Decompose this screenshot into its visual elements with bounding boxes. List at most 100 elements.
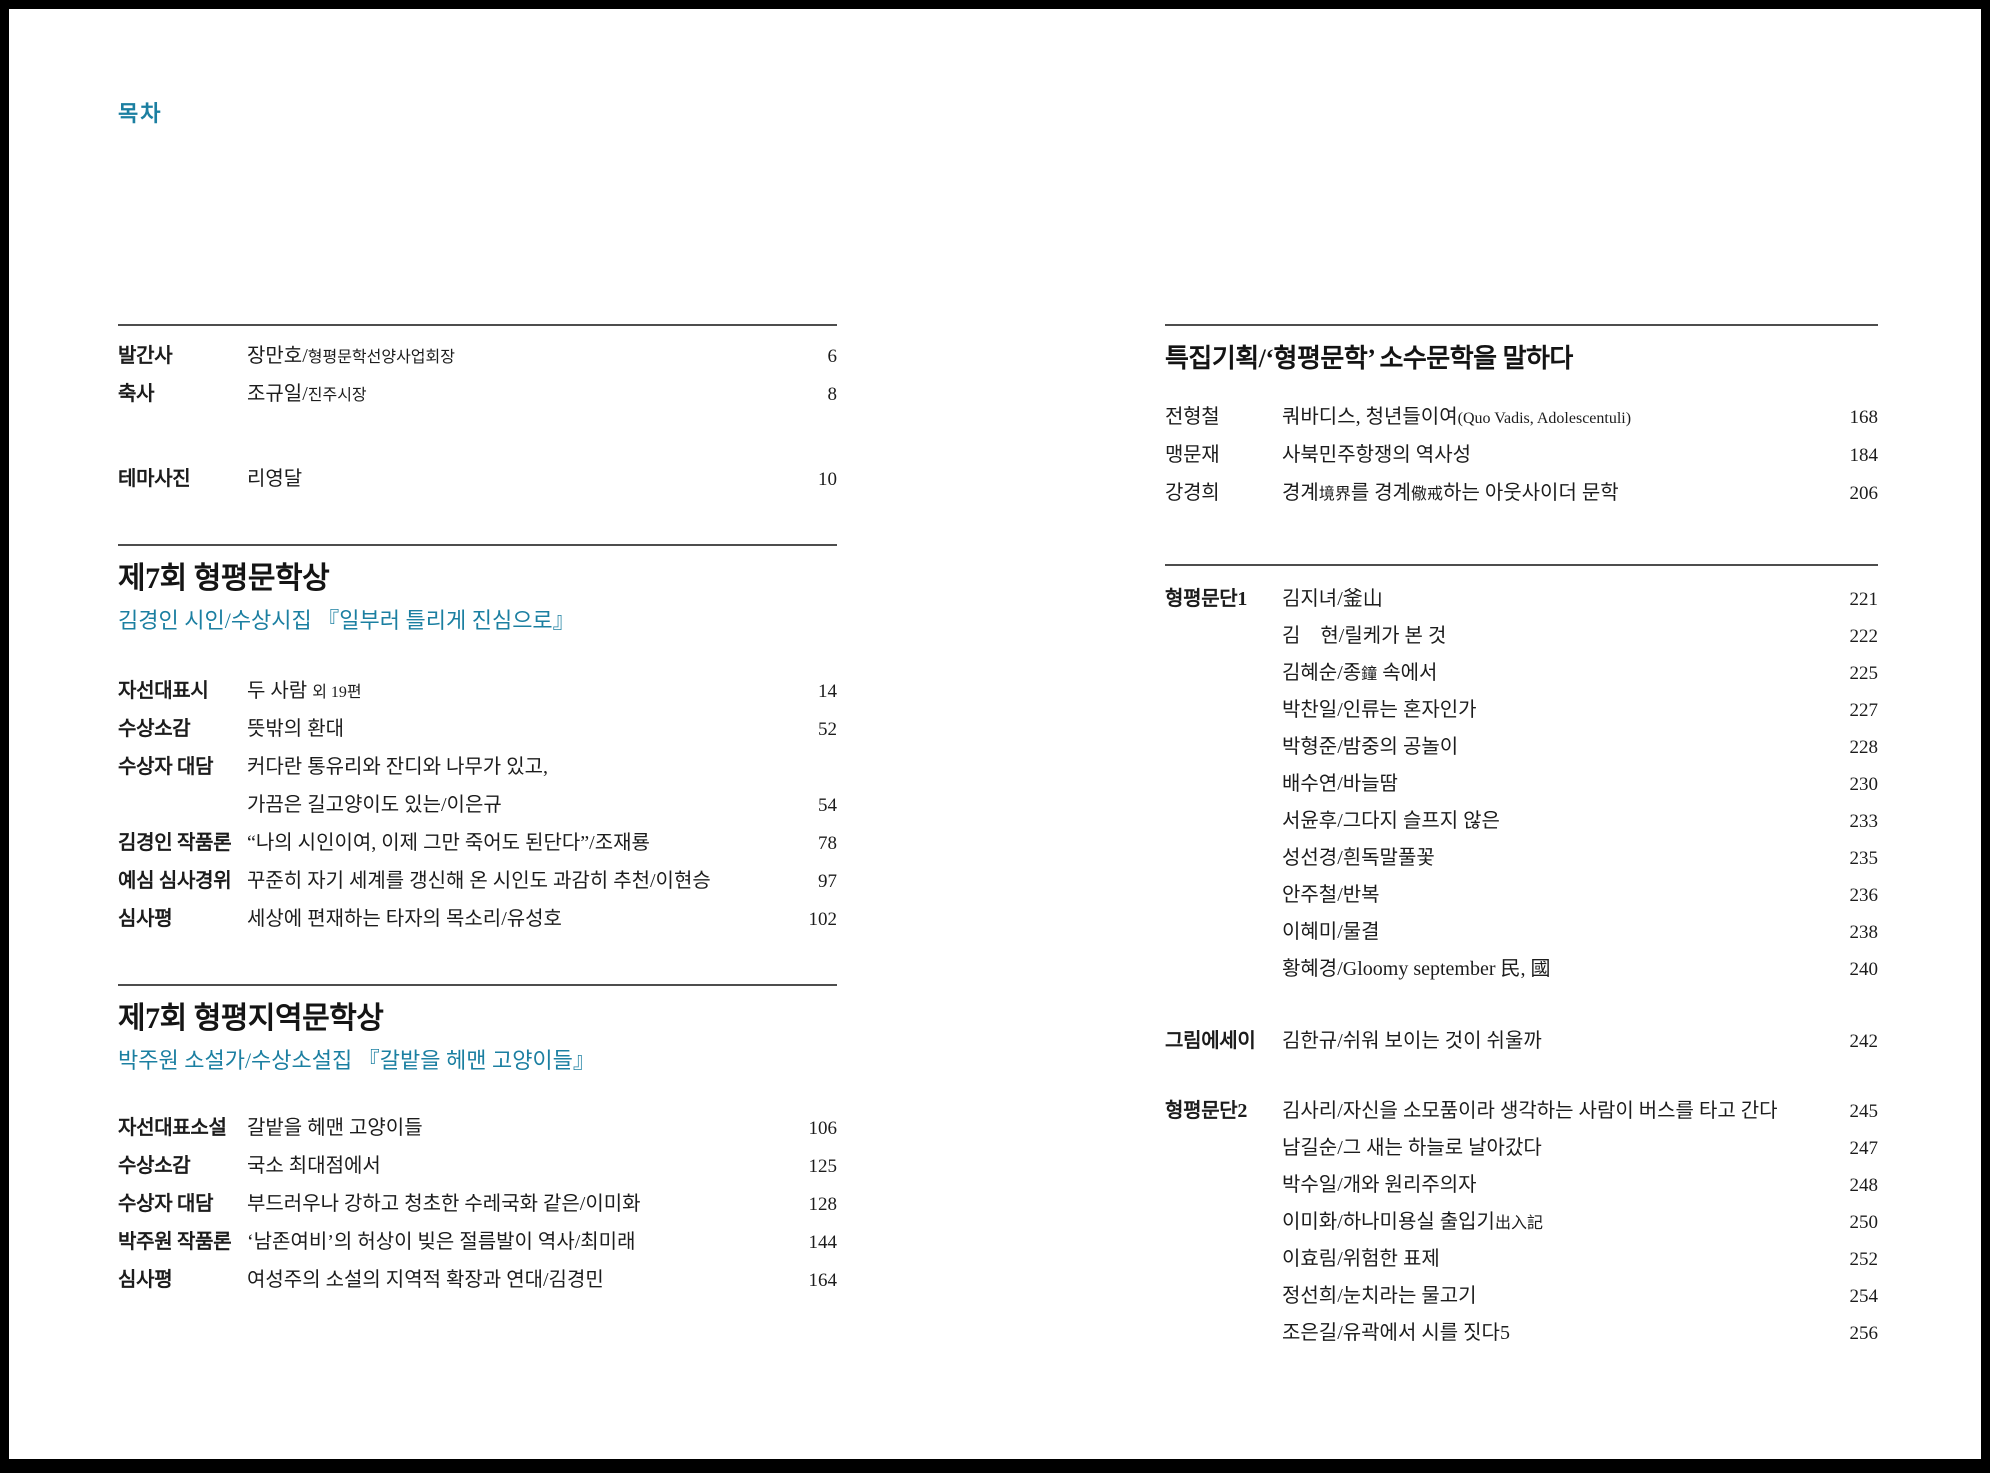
title-segment: 이미화/하나미용실 출입기 [1282, 1211, 1495, 1233]
toc-row: 자선대표소설 갈밭을 헤맨 고양이들 106 [118, 1109, 837, 1147]
toc-entry-title: 박찬일/인류는 혼자인가 [1282, 692, 1477, 729]
title-segment: 부드러우나 강하고 청초한 수레국화 같은/이미화 [247, 1193, 641, 1215]
toc-section: 그림에세이 김한규/쉬워 보이는 것이 쉬울까 242 [1165, 1022, 1878, 1060]
toc-row-label: 형평문단2 [1165, 1100, 1248, 1122]
title-segment: 김 현/릴케가 본 것 [1282, 625, 1447, 647]
toc-row-label: 심사평 [118, 1269, 173, 1291]
section-subheading: 박주원 소설가/수상소설집 『갈밭을 헤맨 고양이들』 [118, 1048, 595, 1073]
section-divider [118, 544, 837, 546]
toc-page-number: 256 [1849, 1323, 1879, 1344]
toc-page-number: 221 [1849, 589, 1879, 610]
title-segment: 儆戒 [1411, 486, 1444, 503]
toc-row-label: 수상자 대담 [118, 1193, 214, 1215]
section-rows: 자선대표시 두 사람 외 19편 14 수상소감 뜻밖의 환대 52 수상자 대담 커다란 통… [118, 672, 837, 938]
toc-page-number: 236 [1849, 885, 1879, 906]
title-segment: 두 사람 [247, 680, 313, 702]
toc-row: 맹문재 사북민주항쟁의 역사성 184 [1165, 436, 1878, 474]
paper-sheet [9, 9, 1981, 1459]
title-segment: 김혜순/종 [1282, 662, 1362, 684]
toc-row-label: 수상자 대담 [118, 756, 214, 778]
toc-row: 서윤후/그다지 슬프지 않은 233 [1165, 803, 1878, 840]
toc-row: 박수일/개와 원리주의자 248 [1165, 1167, 1878, 1204]
toc-section: 제7회 형평지역문학상 박주원 소설가/수상소설집 『갈밭을 헤맨 고양이들』 자선… [118, 984, 837, 1299]
toc-section: 제7회 형평문학상 김경인 시인/수상시집 『일부러 틀리게 진심으로』 자선대표시… [118, 544, 837, 938]
title-segment: “나의 시인이여, 이제 그만 죽어도 된단다”/조재룡 [247, 832, 650, 854]
toc-row: 전형철 쿼바디스, 청년들이여(Quo Vadis, Adolescentuli)… [1165, 398, 1878, 436]
toc-row: 자선대표시 두 사람 외 19편 14 [118, 672, 837, 710]
toc-row-label: 수상소감 [118, 1155, 191, 1177]
toc-right-column: 특집기획/‘형평문학’ 소수문학을 말하다 전형철 쿼바디스, 청년들이여(Quo … [1165, 0, 1878, 1473]
section-rows: 발간사 장만호/형평문학선양사업회장 6 축사 조규일/진주시장 8 테마사진 리영달 10 [118, 337, 837, 498]
title-segment: 리영달 [247, 468, 303, 490]
title-segment: 형평문학선양사업회장 [307, 349, 455, 366]
toc-page-number: 242 [1849, 1031, 1879, 1052]
toc-row-label: 맹문재 [1165, 444, 1220, 466]
section-divider [1165, 564, 1878, 566]
title-segment: 조규일/ [247, 383, 308, 405]
toc-row: 가끔은 길고양이도 있는/이은규 54 [118, 786, 837, 824]
toc-entry-title: 김한규/쉬워 보이는 것이 쉬울까 [1282, 1022, 1542, 1060]
toc-page-number: 254 [1849, 1286, 1879, 1307]
toc-entry-title: 세상에 편재하는 타자의 목소리/유성호 [247, 900, 562, 938]
toc-row-label: 박주원 작품론 [118, 1231, 232, 1253]
toc-entry-title: 경계境界를 경계儆戒하는 아웃사이더 문학 [1282, 474, 1619, 514]
toc-row-label: 수상소감 [118, 718, 191, 740]
title-segment: 이혜미/물결 [1282, 921, 1380, 943]
title-segment: 박수일/개와 원리주의자 [1282, 1174, 1477, 1196]
toc-entry-title: 이효림/위험한 표제 [1282, 1241, 1440, 1278]
toc-page-number: 250 [1849, 1212, 1879, 1233]
toc-row-label: 테마사진 [118, 468, 191, 490]
toc-entry-title: 부드러우나 강하고 청초한 수레국화 같은/이미화 [247, 1185, 641, 1223]
toc-entry-title: 김혜순/종鐘 속에서 [1282, 655, 1437, 693]
title-segment: 남길순/그 새는 하늘로 날아갔다 [1282, 1137, 1542, 1159]
toc-entry-title: 사북민주항쟁의 역사성 [1282, 436, 1471, 474]
toc-entry-title: 박수일/개와 원리주의자 [1282, 1167, 1477, 1204]
toc-entry-title: 이혜미/물결 [1282, 914, 1380, 951]
toc-entry-title: “나의 시인이여, 이제 그만 죽어도 된단다”/조재룡 [247, 824, 650, 862]
toc-entry-title: 장만호/형평문학선양사업회장 [247, 337, 455, 377]
toc-page-number: 227 [1849, 700, 1879, 721]
title-segment: 속에서 [1377, 662, 1438, 684]
title-segment: 장만호/ [247, 345, 308, 367]
section-rows: 자선대표소설 갈밭을 헤맨 고양이들 106 수상소감 국소 최대점에서 125 수상자 대… [118, 1109, 837, 1299]
toc-entry-title: 남길순/그 새는 하늘로 날아갔다 [1282, 1130, 1542, 1167]
title-segment: 김사리/자신을 소모품이라 생각하는 사람이 버스를 타고 간다 [1282, 1100, 1778, 1122]
title-segment: 갈밭을 헤맨 고양이들 [247, 1117, 423, 1139]
toc-page-number: 228 [1849, 737, 1879, 758]
toc-title: 목차 [118, 101, 163, 126]
toc-page-number: 184 [1849, 445, 1879, 466]
title-segment: 이효림/위험한 표제 [1282, 1248, 1440, 1270]
toc-entry-title: 뜻밖의 환대 [247, 710, 344, 748]
toc-row: 그림에세이 김한규/쉬워 보이는 것이 쉬울까 242 [1165, 1022, 1878, 1060]
section-divider [118, 324, 837, 326]
toc-page-number: 125 [808, 1156, 838, 1177]
section-rows: 그림에세이 김한규/쉬워 보이는 것이 쉬울까 242 [1165, 1022, 1878, 1060]
toc-row-label: 전형철 [1165, 406, 1220, 428]
toc-page-number: 245 [1849, 1101, 1879, 1122]
toc-page-number: 222 [1849, 626, 1879, 647]
toc-row: 테마사진 리영달 10 [118, 460, 837, 498]
toc-entry-title: 갈밭을 헤맨 고양이들 [247, 1109, 423, 1147]
toc-row: 박형준/밤중의 공놀이 228 [1165, 729, 1878, 766]
title-segment: 쿼바디스, 청년들이여 [1282, 406, 1458, 428]
title-segment: 여성주의 소설의 지역적 확장과 연대/김경민 [247, 1269, 604, 1291]
toc-entry-title: 국소 최대점에서 [247, 1147, 381, 1185]
toc-page-number: 252 [1849, 1249, 1879, 1270]
toc-page-number: 8 [827, 384, 838, 405]
toc-row: 김경인 작품론 “나의 시인이여, 이제 그만 죽어도 된단다”/조재룡 78 [118, 824, 837, 862]
title-segment: 커다란 통유리와 잔디와 나무가 있고, [247, 756, 548, 778]
toc-entry-title: 조규일/진주시장 [247, 375, 367, 415]
toc-row: 형평문단1 김지녀/釜山 221 [1165, 581, 1878, 618]
toc-entry-title: 리영달 [247, 460, 302, 498]
toc-page-number: 230 [1849, 774, 1879, 795]
toc-row-label: 김경인 작품론 [118, 832, 232, 854]
title-segment: 를 경계 [1350, 482, 1412, 504]
toc-entry-title: 배수연/바늘땀 [1282, 766, 1398, 803]
toc-page-number: 78 [818, 833, 837, 854]
toc-page-number: 10 [818, 469, 837, 490]
toc-row: 심사평 세상에 편재하는 타자의 목소리/유성호 102 [118, 900, 837, 938]
toc-row: 조은길/유곽에서 시를 짓다5 256 [1165, 1315, 1878, 1352]
title-segment: 외 19편 [312, 684, 362, 701]
title-segment: 出入記 [1494, 1215, 1543, 1232]
